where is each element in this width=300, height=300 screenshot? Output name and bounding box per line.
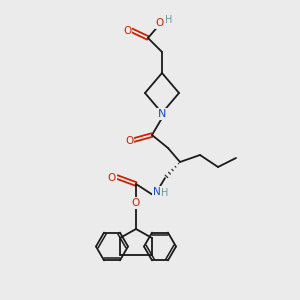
Text: N: N: [158, 109, 166, 119]
Text: N: N: [153, 187, 161, 197]
Text: H: H: [161, 188, 169, 198]
Text: O: O: [156, 18, 164, 28]
Text: O: O: [108, 173, 116, 183]
Text: O: O: [125, 136, 133, 146]
Text: O: O: [132, 198, 140, 208]
Text: H: H: [165, 15, 173, 25]
Text: O: O: [123, 26, 131, 36]
